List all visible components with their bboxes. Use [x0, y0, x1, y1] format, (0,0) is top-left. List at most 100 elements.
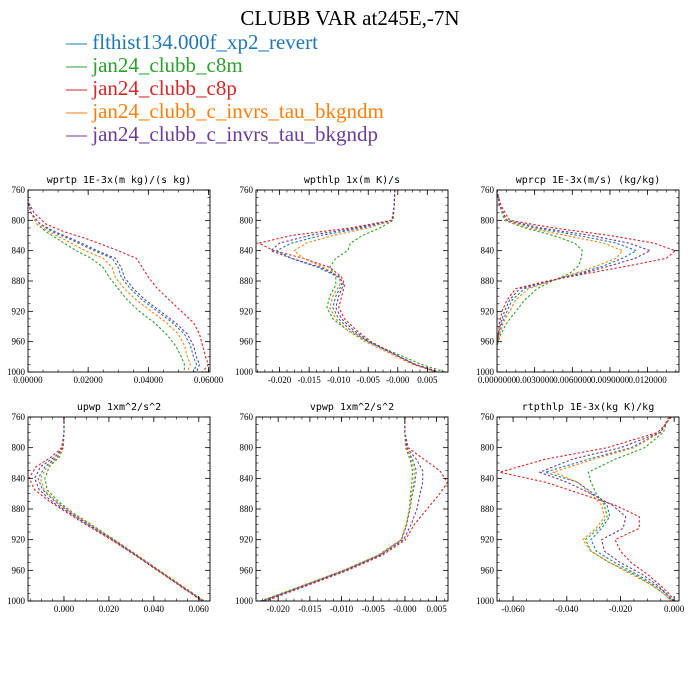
x-tick-label: 0.000	[664, 604, 685, 614]
series-line	[538, 417, 674, 601]
y-tick-label: 1000	[7, 367, 26, 377]
y-tick-label: 880	[240, 504, 254, 514]
y-tick-label: 760	[12, 185, 26, 195]
series-line	[497, 190, 583, 346]
y-tick-label: 880	[240, 276, 254, 286]
series-line	[263, 417, 424, 601]
x-tick-label: 0.020	[99, 604, 120, 614]
x-tick-label: 0.00000	[13, 375, 43, 385]
series-line	[265, 417, 448, 601]
legend-swatch: —	[66, 76, 93, 100]
panel-title: vpwp 1xm^2/s^2	[310, 402, 394, 413]
series-line	[269, 190, 439, 372]
y-tick-label: 920	[481, 535, 495, 545]
plot-frame	[496, 189, 680, 373]
y-tick-label: 840	[481, 246, 495, 256]
legend-item: — jan24_clubb_c_invrs_tau_bkgndm	[66, 100, 384, 123]
y-tick-label: 760	[481, 185, 495, 195]
x-tick-label: -0.020	[609, 604, 633, 614]
panel: vpwp 1xm^2/s^2 760 800 840 880 920 960 1000 -0.0…	[235, 402, 449, 614]
y-tick-label: 960	[12, 337, 26, 347]
series-line	[28, 190, 198, 372]
x-tick-label: 0.005	[417, 375, 438, 385]
x-tick-label: -0.015	[298, 375, 322, 385]
x-tick-label: 0.06000	[194, 375, 224, 385]
legend-label: flthist134.000f_xp2_revert	[92, 30, 318, 54]
legend-label: jan24_clubb_c_invrs_tau_bkgndp	[92, 122, 379, 146]
panel-title: wprtp 1E-3x(m kg)/(s kg)	[47, 175, 192, 186]
x-tick-label: -0.010	[330, 604, 354, 614]
y-tick-label: 880	[481, 504, 495, 514]
x-tick-label: -0.010	[327, 375, 351, 385]
panel: upwp 1xm^2/s^2 760 800 840 880 920 960 1000 0.00…	[7, 402, 211, 614]
figure-title: CLUBB VAR at245E,-7N	[240, 6, 460, 30]
series-line	[28, 190, 185, 372]
series-line	[28, 190, 210, 372]
plot-frame	[255, 416, 449, 602]
x-tick-label: 0.0030000	[516, 375, 555, 385]
y-tick-label: 920	[12, 535, 26, 545]
series-line	[28, 417, 203, 601]
legend-label: jan24_clubb_c8p	[92, 76, 237, 100]
y-tick-label: 1000	[235, 367, 254, 377]
series-line	[326, 190, 446, 372]
y-tick-label: 1000	[235, 596, 254, 606]
series-line	[293, 190, 437, 372]
legend-item: — jan24_clubb_c8m	[66, 54, 384, 77]
y-tick-label: 920	[240, 306, 254, 316]
x-tick-label: -0.000	[393, 604, 417, 614]
panel-title: upwp 1xm^2/s^2	[77, 402, 161, 413]
series-line	[44, 417, 205, 601]
y-tick-label: 760	[12, 412, 26, 422]
legend-swatch: —	[66, 30, 93, 54]
panel: wprcp 1E-3x(m/s) (kg/kg) 760 800 840 880 920 9…	[476, 175, 680, 385]
series-line	[497, 190, 638, 346]
legend-item: — jan24_clubb_c_invrs_tau_bkgndp	[66, 123, 384, 146]
x-tick-label: 0.02000	[74, 375, 104, 385]
series-line	[34, 417, 204, 601]
panel: rtpthlp 1E-3x(kg K)/kg 760 800 840 880 920 960…	[476, 402, 685, 614]
y-tick-label: 800	[12, 443, 26, 453]
series-line	[499, 417, 676, 601]
panel-title: wpthlp 1x(m K)/s	[304, 175, 400, 186]
y-tick-label: 840	[12, 246, 26, 256]
legend-swatch: —	[66, 53, 93, 77]
y-tick-label: 840	[240, 473, 254, 483]
y-tick-label: 760	[481, 412, 495, 422]
x-tick-label: -0.040	[555, 604, 579, 614]
series-line	[257, 190, 440, 372]
x-tick-label: 0.0120000	[628, 375, 667, 385]
legend: — flthist134.000f_xp2_revert — jan24_clu…	[66, 31, 384, 146]
x-tick-label: -0.015	[298, 604, 322, 614]
x-tick-label: -0.020	[268, 375, 292, 385]
y-tick-label: 1000	[7, 596, 26, 606]
y-tick-label: 840	[240, 246, 254, 256]
x-tick-label: 0.04000	[134, 375, 164, 385]
y-tick-label: 880	[12, 276, 26, 286]
panel-title: rtpthlp 1E-3x(kg K)/kg	[522, 402, 654, 413]
x-tick-label: 0.000	[54, 604, 75, 614]
y-tick-label: 1000	[476, 367, 495, 377]
legend-label: jan24_clubb_c_invrs_tau_bkgndm	[92, 99, 384, 123]
y-tick-label: 760	[240, 185, 254, 195]
legend-item: — flthist134.000f_xp2_revert	[66, 31, 384, 54]
y-tick-label: 800	[240, 215, 254, 225]
y-tick-label: 960	[12, 565, 26, 575]
legend-label: jan24_clubb_c8m	[92, 53, 243, 77]
y-tick-label: 840	[481, 473, 495, 483]
legend-item: — jan24_clubb_c8p	[66, 77, 384, 100]
series-line	[497, 190, 652, 346]
panel: wprtp 1E-3x(m kg)/(s kg) 760 800 840 880 920 9…	[7, 175, 224, 385]
series-line	[260, 417, 414, 601]
panel: wpthlp 1x(m K)/s 760 800 840 880 920 960 1000 -0…	[235, 175, 449, 385]
series-line	[28, 190, 201, 372]
series-line	[261, 417, 415, 601]
x-tick-label: 0.0090000	[591, 375, 630, 385]
y-tick-label: 760	[240, 412, 254, 422]
y-tick-label: 880	[12, 504, 26, 514]
x-tick-label: -0.005	[357, 375, 381, 385]
y-tick-label: 800	[481, 443, 495, 453]
legend-swatch: —	[66, 99, 93, 123]
y-tick-label: 960	[481, 565, 495, 575]
